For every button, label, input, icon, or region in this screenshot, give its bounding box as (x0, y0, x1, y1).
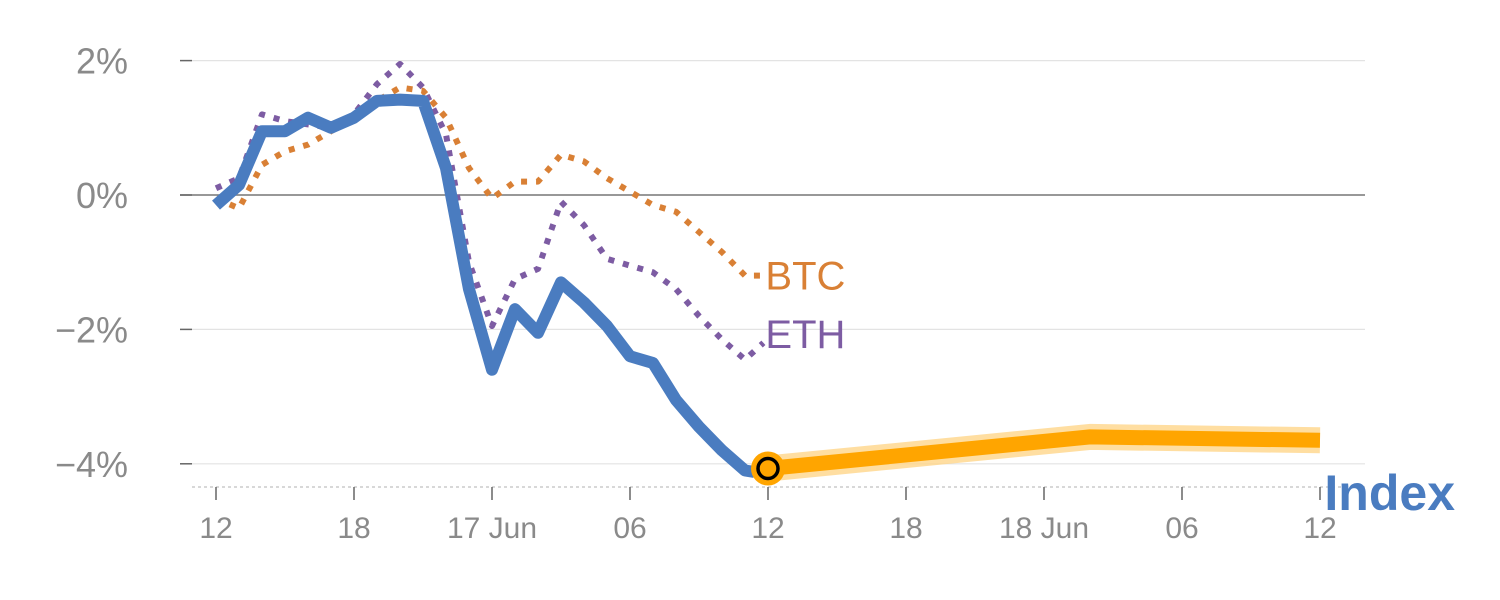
y-tick-label-1: 0% (76, 175, 128, 216)
x-tick-label-0: 12 (199, 512, 232, 545)
highlight-marker-inner (756, 456, 780, 481)
x-tick-label-2: 17 Jun (447, 512, 537, 545)
x-tick-label-1: 18 (337, 512, 370, 545)
series-line-btc (214, 84, 764, 279)
x-tick-label-3: 06 (613, 512, 646, 545)
x-tick-label-5: 18 (889, 512, 922, 545)
x-tick-label-8: 12 (1303, 512, 1336, 545)
x-tick-label-4: 12 (751, 512, 784, 545)
y-tick-label-0: 2% (76, 41, 128, 82)
series-lines (212, 61, 766, 478)
y-axis-ticks: 2% 0% −2% −4% (55, 41, 192, 485)
y-tick-label-3: −4% (55, 444, 128, 485)
projection-band (751, 423, 1321, 486)
x-tick-label-6: 18 Jun (999, 512, 1089, 545)
series-label-eth: ETH (765, 313, 845, 357)
x-axis-ticks: 12 18 17 Jun 06 12 18 18 Jun 06 12 (199, 487, 1337, 545)
series-line-index (212, 93, 756, 478)
series-labels: BTC ETH Index (765, 255, 1455, 521)
series-line-eth (214, 61, 766, 363)
x-tick-label-7: 06 (1165, 512, 1198, 545)
series-label-index: Index (1324, 465, 1455, 521)
projection-line (767, 429, 1321, 476)
series-label-btc: BTC (765, 255, 845, 299)
y-tick-label-2: −2% (55, 309, 128, 350)
